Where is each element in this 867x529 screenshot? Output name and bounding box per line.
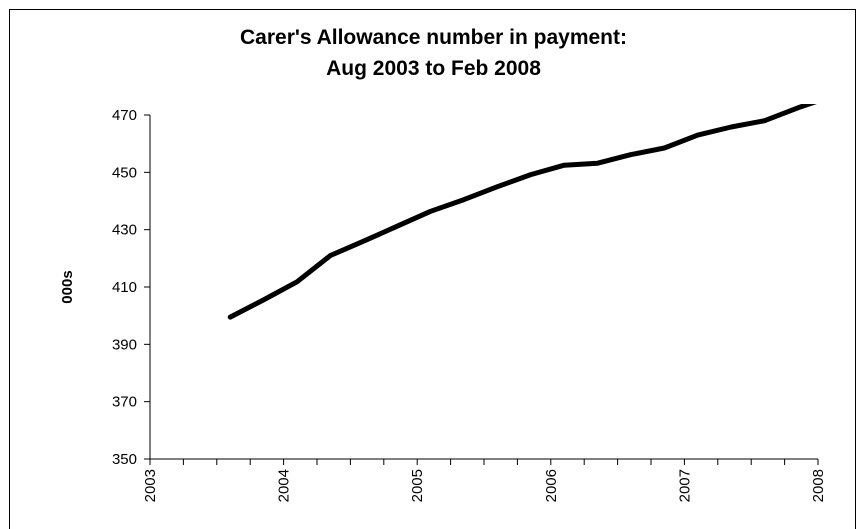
y-tick-label: 350 bbox=[112, 451, 137, 468]
x-tick-label: 2007 bbox=[676, 469, 693, 502]
y-tick-label: 450 bbox=[112, 164, 137, 181]
y-tick-label: 470 bbox=[112, 107, 137, 124]
y-tick-label: 410 bbox=[112, 279, 137, 296]
chart-frame bbox=[9, 9, 856, 529]
x-tick-label: 2006 bbox=[543, 469, 560, 502]
y-axis-title: 000s bbox=[59, 270, 76, 303]
series-line bbox=[227, 104, 817, 320]
x-tick-label: 2004 bbox=[276, 469, 293, 502]
axes-group: 350 370 390 410 430 450 470 2003 2004 2005 2006 200… bbox=[112, 107, 827, 502]
chart-title-block: Carer's Allowance number in payment: Aug… bbox=[0, 22, 867, 84]
chart-title: Carer's Allowance number in payment: bbox=[240, 26, 627, 49]
x-tick-label: 2008 bbox=[810, 469, 827, 502]
y-tick-label: 430 bbox=[112, 222, 137, 239]
y-tick-label: 390 bbox=[112, 336, 137, 353]
x-tick-label: 2003 bbox=[142, 469, 159, 502]
x-tick-label: 2005 bbox=[409, 469, 426, 502]
chart-subtitle: Aug 2003 to Feb 2008 bbox=[326, 57, 541, 80]
series-group bbox=[227, 104, 817, 320]
y-tick-label: 370 bbox=[112, 394, 137, 411]
